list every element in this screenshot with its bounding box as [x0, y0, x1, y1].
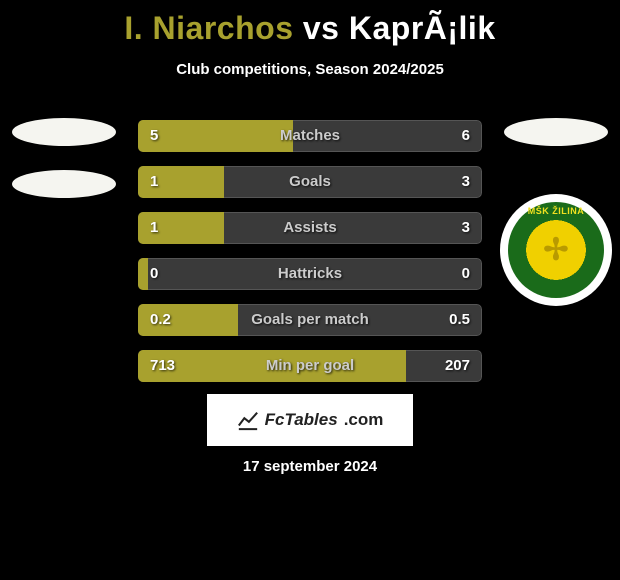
source-suffix: .com — [344, 410, 384, 430]
club-badge-inner: MŠK ŽILINA ✢ — [508, 202, 604, 298]
stat-label: Assists — [138, 212, 482, 244]
stat-value-right: 3 — [462, 166, 470, 198]
player1-name: I. Niarchos — [124, 10, 293, 46]
club-logo-placeholder — [12, 170, 116, 198]
stat-value-right: 6 — [462, 120, 470, 152]
snapshot-date: 17 september 2024 — [0, 458, 620, 475]
club-logo-placeholder — [504, 118, 608, 146]
subtitle: Club competitions, Season 2024/2025 — [0, 61, 620, 78]
left-club-logos — [8, 118, 120, 222]
stat-value-right: 0 — [462, 258, 470, 290]
club-badge-cross-icon: ✢ — [543, 233, 568, 268]
source-name: FcTables — [265, 410, 338, 430]
stat-row: 0Hattricks0 — [138, 258, 482, 290]
right-club-logos: MŠK ŽILINA ✢ — [500, 118, 612, 306]
stat-label: Goals — [138, 166, 482, 198]
stat-label: Hattricks — [138, 258, 482, 290]
stat-label: Min per goal — [138, 350, 482, 382]
club-badge-zilina: MŠK ŽILINA ✢ — [500, 194, 612, 306]
stat-row: 1Assists3 — [138, 212, 482, 244]
stat-label: Matches — [138, 120, 482, 152]
stat-row: 1Goals3 — [138, 166, 482, 198]
stat-value-right: 207 — [445, 350, 470, 382]
stat-row: 0.2Goals per match0.5 — [138, 304, 482, 336]
vs-separator: vs — [303, 10, 340, 46]
stat-row: 5Matches6 — [138, 120, 482, 152]
chart-icon — [237, 409, 259, 431]
stat-value-right: 0.5 — [449, 304, 470, 336]
stat-label: Goals per match — [138, 304, 482, 336]
stat-row: 713Min per goal207 — [138, 350, 482, 382]
source-attribution: FcTables .com — [207, 394, 413, 446]
player2-name: KaprÃ¡lik — [349, 10, 496, 46]
stats-comparison-chart: 5Matches6 1Goals3 1Assists3 0Hattricks0 0.2G… — [138, 120, 482, 396]
stat-value-right: 3 — [462, 212, 470, 244]
club-badge-text: MŠK ŽILINA — [528, 206, 585, 216]
club-logo-placeholder — [12, 118, 116, 146]
comparison-title: I. Niarchos vs KaprÃ¡lik — [0, 0, 620, 47]
